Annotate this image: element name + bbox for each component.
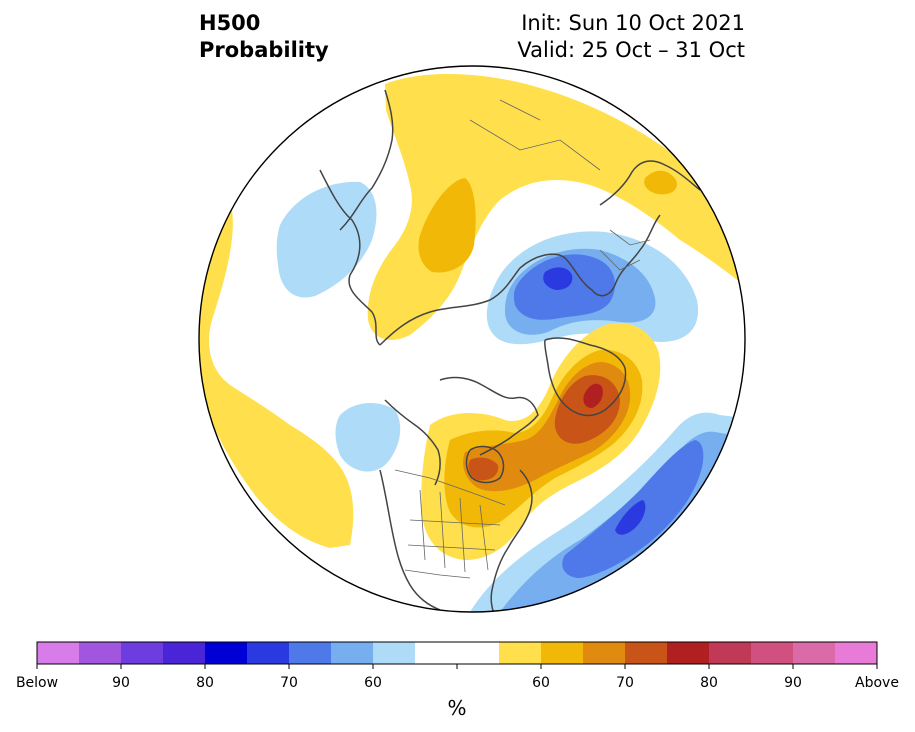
- tick-above-70: 70: [616, 675, 634, 691]
- border-us-canada: [394, 469, 506, 506]
- colorbar-swatch: [583, 642, 626, 664]
- below-peak-europe: [543, 267, 573, 290]
- colorbar-swatches: [37, 642, 878, 664]
- globe-outline: [198, 65, 746, 613]
- tick-above-60: 60: [532, 675, 550, 691]
- coast-us-east: [490, 469, 533, 612]
- colorbar-swatch: [499, 642, 542, 664]
- colorbar-swatch: [541, 642, 584, 664]
- coast-kamchatka: [339, 89, 394, 231]
- border-europe-a: [599, 229, 651, 271]
- colorbar-swatch: [667, 642, 710, 664]
- tick-below-70: 70: [280, 675, 298, 691]
- below-peak-westatlantic: [615, 500, 646, 535]
- variable-label: H500: [199, 11, 261, 35]
- colorbar-swatch: [793, 642, 836, 664]
- coastlines: [319, 89, 701, 612]
- border-states-a: [419, 489, 489, 573]
- tick-below-80: 80: [196, 675, 214, 691]
- colorbar-swatch: [289, 642, 332, 664]
- colorbar-swatch: [835, 642, 878, 664]
- coast-us-west: [379, 469, 441, 611]
- valid-range: Valid: 25 Oct – 31 Oct: [517, 38, 745, 62]
- borders: [394, 99, 651, 579]
- border-asia-a: [469, 99, 601, 171]
- coast-asia-east: [319, 169, 381, 346]
- border-states-b: [407, 519, 501, 551]
- product-label: Probability: [199, 38, 329, 62]
- polar-probability-map: [198, 65, 746, 613]
- probability-colorbar: [36, 641, 878, 669]
- above-strong-canada: [468, 457, 499, 481]
- map-title-block: H500 Probability: [199, 10, 329, 64]
- above-region-asia: [367, 73, 745, 340]
- coast-arctic-canada: [439, 376, 539, 456]
- tick-below-60: 60: [364, 675, 382, 691]
- colorbar-swatch: [751, 642, 794, 664]
- colorbar-tick-marks: [36, 664, 878, 669]
- above-strong-atlantic: [554, 375, 620, 444]
- tick-above: Above: [855, 675, 899, 691]
- coast-canada-west: [384, 399, 441, 486]
- tick-above-90: 90: [784, 675, 802, 691]
- colorbar-swatch: [163, 642, 206, 664]
- coast-europe: [599, 160, 701, 206]
- colorbar-swatch: [415, 642, 458, 664]
- coast-scandinavia: [519, 214, 661, 297]
- above-region-westedge: [199, 210, 354, 548]
- colorbar-swatch: [121, 642, 164, 664]
- border-us-mexico: [404, 569, 471, 579]
- colorbar-swatch: [247, 642, 290, 664]
- coast-greenland: [544, 337, 627, 417]
- colorbar-swatch: [79, 642, 122, 664]
- colorbar-swatch: [373, 642, 416, 664]
- colorbar-unit: %: [447, 696, 467, 720]
- colorbar-swatch: [37, 642, 80, 664]
- map-fill: [199, 66, 745, 612]
- colorbar-swatch: [457, 642, 500, 664]
- colorbar-swatch: [709, 642, 752, 664]
- init-date: Init: Sun 10 Oct 2021: [521, 11, 745, 35]
- below-region-pacific: [276, 181, 377, 298]
- above-core-east: [644, 170, 677, 195]
- tick-below: Below: [15, 675, 59, 691]
- above-core-asia: [418, 178, 476, 273]
- colorbar-swatch: [625, 642, 668, 664]
- colorbar-swatch: [331, 642, 374, 664]
- above-peak-atlantic: [583, 383, 603, 408]
- coast-hudson-bay: [465, 445, 505, 484]
- tick-below-90: 90: [112, 675, 130, 691]
- colorbar-swatch: [205, 642, 248, 664]
- date-block: Init: Sun 10 Oct 2021 Valid: 25 Oct – 31…: [517, 10, 745, 64]
- tick-above-80: 80: [700, 675, 718, 691]
- below-region-alaska: [335, 403, 401, 472]
- coast-siberia: [379, 267, 521, 346]
